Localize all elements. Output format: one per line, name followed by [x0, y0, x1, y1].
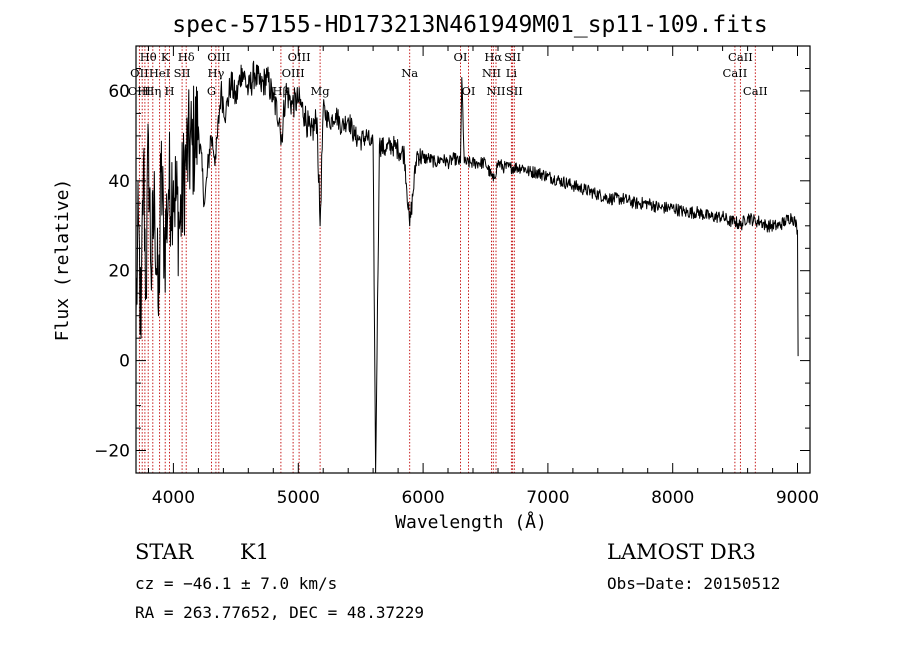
spectral-line-label: Hη [144, 84, 161, 98]
x-tick-label: 9000 [776, 488, 819, 508]
chart-title: spec-57155-HD173213N461949M01_sp11-109.f… [172, 12, 767, 38]
object-subclass: K1 [240, 540, 270, 564]
spectral-line-label: Li [506, 66, 518, 80]
spectral-line-label: SII [504, 50, 521, 64]
spectral-line-markers [138, 46, 756, 473]
spectral-line-label: NII [486, 84, 505, 98]
x-tick-label: 5000 [277, 488, 320, 508]
spectral-line-label: OIII [288, 50, 311, 64]
spectral-line-label: OI [454, 50, 468, 64]
spectral-line-label: OI [462, 84, 476, 98]
y-tick-label: 20 [108, 262, 130, 282]
spectrum-line [135, 60, 799, 474]
plot-frame [135, 45, 811, 474]
axis-ticks: 4000 5000 6000 7000 8000 9000 −20 0 20 40 60 [94, 45, 819, 508]
spectral-line-label: SII [174, 66, 191, 80]
spectral-line-label: SII [506, 84, 523, 98]
y-tick-label: −20 [94, 442, 130, 462]
spectral-line-label: OIII [282, 66, 305, 80]
spectral-line-label: OIII [207, 50, 230, 64]
y-tick-label: 40 [108, 172, 130, 192]
spectral-line-label: H [164, 84, 174, 98]
spectral-line-label: NII [482, 66, 501, 80]
spectral-line-label: Hθ [140, 50, 157, 64]
spectral-line-label: K [161, 50, 170, 64]
x-tick-label: 4000 [152, 488, 195, 508]
spectral-line-label: Hδ [178, 50, 195, 64]
x-tick-label: 7000 [526, 488, 569, 508]
spectral-line-label: OII [130, 66, 149, 80]
x-axis-label: Wavelength (Å) [395, 511, 547, 533]
spectral-line-label: CaII [743, 84, 768, 98]
spectral-line-label: Mg [311, 84, 331, 98]
x-tick-label: 8000 [651, 488, 694, 508]
y-tick-label: 60 [108, 82, 130, 102]
x-tick-label: 6000 [401, 488, 444, 508]
observation-date: Obs−Date: 20150512 [607, 574, 781, 593]
redshift-text: cz = −46.1 ± 7.0 km/s [135, 574, 338, 593]
spectral-line-label: Hα [484, 50, 502, 64]
spectral-line-label: CaII [728, 50, 753, 64]
spectral-line-label: Na [401, 66, 418, 80]
spectral-line-label: Hγ [207, 66, 224, 80]
survey-name: LAMOST DR3 [607, 540, 756, 564]
spectral-line-label: G [207, 84, 216, 98]
spectral-line-label: CaII [723, 66, 748, 80]
object-class: STAR [135, 540, 194, 564]
spectral-line-label: HeI [149, 66, 170, 80]
coordinates: RA = 263.77652, DEC = 48.37229 [135, 603, 424, 622]
spectrum-series [135, 60, 799, 474]
y-tick-label: 0 [119, 352, 130, 372]
y-axis-label: Flux (relative) [52, 179, 73, 342]
